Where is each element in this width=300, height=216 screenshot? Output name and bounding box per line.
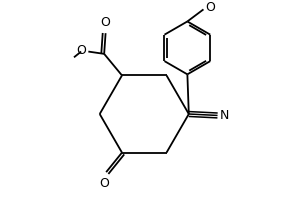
Text: O: O — [99, 177, 109, 190]
Text: N: N — [219, 109, 229, 122]
Text: O: O — [205, 2, 215, 14]
Text: O: O — [101, 16, 110, 29]
Text: O: O — [76, 44, 86, 57]
